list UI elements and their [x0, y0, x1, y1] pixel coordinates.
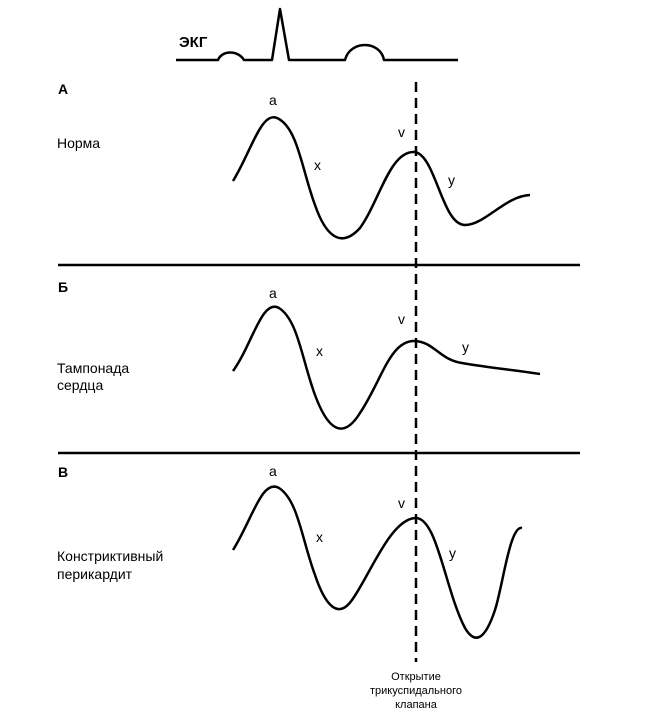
- panel-title-normal: Норма: [57, 135, 101, 151]
- pressure-wave-constrictive: [231, 485, 523, 639]
- panel-letter-c: В: [58, 464, 69, 480]
- wave-label-x: x: [316, 343, 323, 359]
- caption-line: Открытие: [391, 671, 441, 683]
- panel-title-constrictive-line1: Констриктивный: [57, 548, 164, 564]
- wave-label-v: v: [398, 495, 405, 511]
- panel-title-tamponade-line2: сердца: [57, 377, 104, 393]
- panel-title-tamponade-line1: Тампонада: [57, 360, 130, 376]
- pressure-wave-tamponade: [231, 305, 541, 430]
- wave-label-v: v: [398, 311, 405, 327]
- ecg-trace: [176, 7, 458, 62]
- pressure-wave-normal: [231, 116, 531, 240]
- panel-letter-a: А: [58, 81, 69, 97]
- panel-letter-b: Б: [58, 279, 69, 295]
- wave-label-v: v: [398, 124, 405, 140]
- wave-label-x: x: [316, 529, 323, 545]
- panel-title-constrictive-line2: перикардит: [57, 566, 133, 582]
- wave-label-y: y: [462, 339, 469, 355]
- caption-line: клапана: [395, 698, 437, 711]
- wave-label-y: y: [449, 545, 456, 561]
- wave-label-a: a: [269, 285, 277, 301]
- tricuspid-opening-caption: Открытие трикуспидального клапана: [351, 671, 481, 712]
- wave-label-x: x: [314, 157, 321, 173]
- ecg-label: ЭКГ: [179, 34, 208, 51]
- wave-label-y: y: [448, 172, 455, 188]
- wave-label-a: a: [269, 92, 277, 108]
- caption-line: трикуспидального: [370, 684, 462, 697]
- wave-label-a: a: [269, 463, 277, 479]
